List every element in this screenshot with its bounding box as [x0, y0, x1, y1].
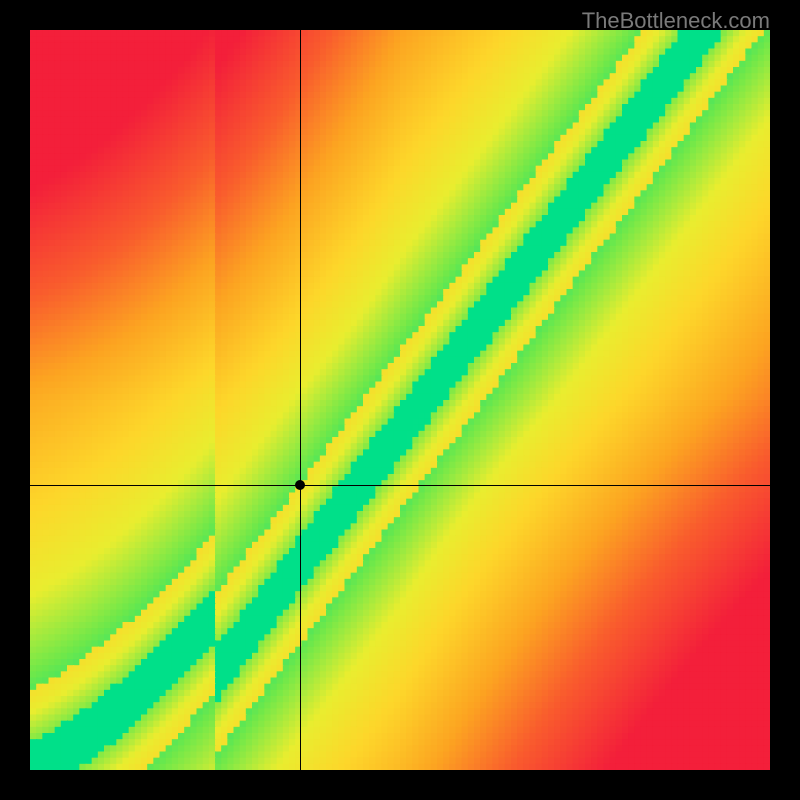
- crosshair-marker: [295, 480, 305, 490]
- watermark-text: TheBottleneck.com: [582, 8, 770, 34]
- page-container: TheBottleneck.com: [0, 0, 800, 800]
- crosshair-vertical: [300, 30, 301, 770]
- heatmap-canvas: [30, 30, 770, 770]
- crosshair-horizontal: [30, 485, 770, 486]
- heatmap-plot: [30, 30, 770, 770]
